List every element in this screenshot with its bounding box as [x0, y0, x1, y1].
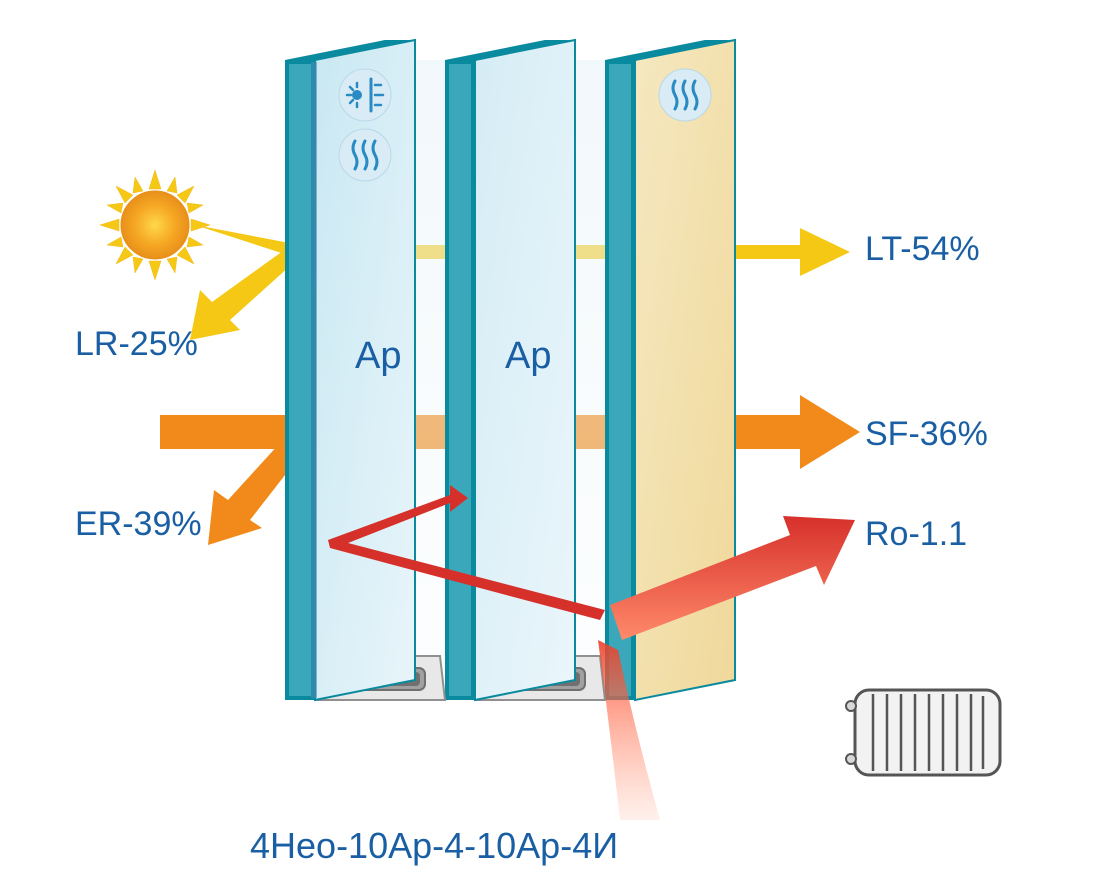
lt-label: LT-54% [865, 230, 980, 269]
gas-label-0: Ар [355, 335, 401, 378]
lr-label: LR-25% [75, 325, 198, 364]
heat-waves-badge-icon-2 [659, 69, 711, 121]
radiator-icon [846, 690, 1000, 775]
er-label: ER-39% [75, 505, 202, 544]
sun-icon [100, 170, 210, 280]
sf-label: SF-36% [865, 415, 988, 454]
solar-reflect-badge-icon [339, 69, 391, 121]
gas-label-1: Ар [505, 335, 551, 378]
light-reflect-arrow [190, 243, 300, 340]
heat-waves-badge-icon [339, 129, 391, 181]
formula-label: 4Нео-10Ар-4-10Ар-4И [250, 825, 618, 867]
ro-label: Ro-1.1 [865, 515, 967, 554]
